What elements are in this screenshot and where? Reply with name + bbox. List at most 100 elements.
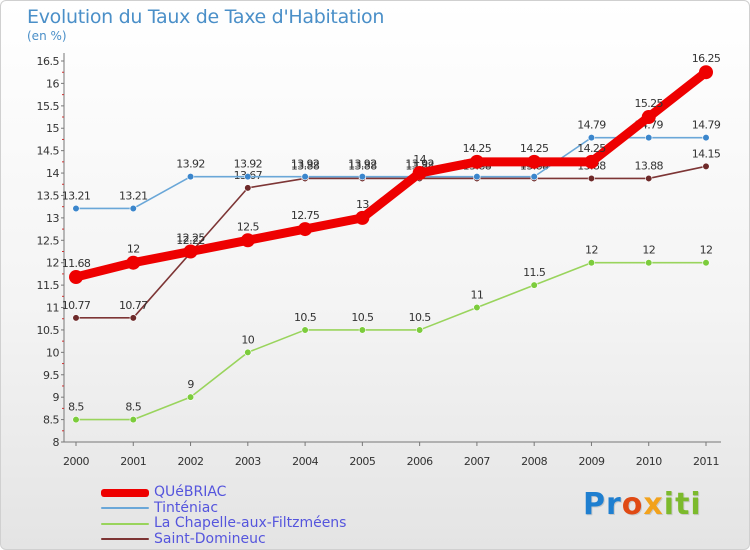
y-tick-label: 11 <box>46 302 59 315</box>
series-line-saint-domineuc <box>75 165 707 319</box>
logo-part-2: o <box>621 487 644 522</box>
series-line-tinteniac <box>75 136 707 210</box>
data-label-quebriac: 16.25 <box>692 52 721 65</box>
data-label-tinteniac: 13.21 <box>119 189 148 202</box>
series-line-la-chapelle-aux-filtzmeens <box>75 261 707 421</box>
legend-label-la-chapelle: La Chapelle-aux-Filtzméens <box>154 515 347 532</box>
x-tick-label: 2005 <box>349 455 375 468</box>
data-label-quebriac: 12.75 <box>291 209 320 222</box>
y-tick-label: 12 <box>46 257 59 270</box>
data-point-la-chapelle-aux-filtzmeens <box>645 259 653 267</box>
data-point-quebriac <box>298 222 313 237</box>
x-tick-label: 2000 <box>63 455 89 468</box>
data-label-la-chapelle-aux-filtzmeens: 12 <box>585 244 598 257</box>
data-point-tinteniac <box>530 173 538 181</box>
x-tick-label: 2002 <box>178 455 204 468</box>
data-label-saint-domineuc: 13.88 <box>348 159 377 172</box>
data-point-la-chapelle-aux-filtzmeens <box>129 415 137 424</box>
x-tick-label: 2007 <box>464 455 490 468</box>
data-point-la-chapelle-aux-filtzmeens <box>416 326 424 334</box>
y-tick-label: 10 <box>46 346 59 359</box>
data-point-tinteniac <box>587 134 596 142</box>
data-label-quebriac: 13 <box>356 198 369 211</box>
data-label-tinteniac: 13.92 <box>176 158 205 171</box>
data-label-saint-domineuc: 13.88 <box>634 159 663 172</box>
data-point-tinteniac <box>473 173 481 181</box>
data-label-tinteniac: 13.92 <box>291 158 320 171</box>
logo-part-4: iti <box>663 487 702 522</box>
x-tick-label: 2006 <box>407 455 433 468</box>
data-point-tinteniac <box>645 134 653 142</box>
data-point-la-chapelle-aux-filtzmeens <box>301 326 309 334</box>
proxiti-logo: Proxiti <box>583 487 702 522</box>
y-tick-label: 8 <box>53 436 60 449</box>
data-label-quebriac: 12 <box>127 243 140 256</box>
data-point-saint-domineuc <box>129 314 137 322</box>
data-point-la-chapelle-aux-filtzmeens <box>473 303 481 312</box>
y-tick-label: 11.5 <box>37 279 60 292</box>
data-point-tinteniac <box>72 204 80 213</box>
legend-label-quebriac: QUéBRIAC <box>154 484 227 501</box>
data-label-la-chapelle-aux-filtzmeens: 9 <box>187 378 194 391</box>
x-tick-label: 2003 <box>235 455 261 468</box>
data-label-quebriac: 11.68 <box>62 257 91 270</box>
legend-swatch-saint-domineuc <box>101 538 149 541</box>
data-point-la-chapelle-aux-filtzmeens <box>186 393 195 401</box>
y-tick-label: 15.5 <box>37 100 60 113</box>
data-label-saint-domineuc: 12.22 <box>176 234 205 247</box>
y-tick-label: 14.5 <box>37 145 60 158</box>
data-point-la-chapelle-aux-filtzmeens <box>244 348 252 356</box>
series-line-quebriac <box>71 67 711 282</box>
data-label-saint-domineuc: 10.77 <box>62 299 91 312</box>
data-point-tinteniac <box>358 173 366 181</box>
logo-part-3: x <box>643 487 664 522</box>
y-tick-label: 9.5 <box>43 369 59 382</box>
data-label-tinteniac: 13.92 <box>348 158 377 171</box>
data-point-quebriac <box>584 154 599 169</box>
data-label-la-chapelle-aux-filtzmeens: 12 <box>700 244 713 257</box>
data-point-tinteniac <box>702 134 710 142</box>
data-label-tinteniac: 13.21 <box>62 189 91 202</box>
data-label-quebriac: 15.25 <box>634 97 663 110</box>
y-tick-label: 15 <box>46 122 59 135</box>
data-point-saint-domineuc <box>244 184 252 192</box>
legend-item-la-chapelle: La Chapelle-aux-Filtzméens <box>101 516 346 532</box>
data-point-quebriac <box>355 210 370 225</box>
x-tick-label: 2010 <box>636 455 662 468</box>
logo-part-1: Pr <box>583 487 622 522</box>
legend-swatch-quebriac <box>101 488 149 497</box>
y-tick-label: 9 <box>53 391 60 404</box>
data-label-la-chapelle-aux-filtzmeens: 10 <box>241 333 254 346</box>
legend-label-tinteniac: Tinténiac <box>154 499 219 516</box>
y-tick-label: 14 <box>46 167 59 180</box>
legend-item-saint-domineuc: Saint-Domineuc <box>101 531 346 548</box>
data-point-quebriac <box>240 233 255 248</box>
data-label-saint-domineuc: 14.15 <box>692 147 721 160</box>
data-point-tinteniac <box>186 173 195 181</box>
data-point-quebriac <box>69 270 83 285</box>
y-tick-label: 10.5 <box>37 324 60 337</box>
data-point-quebriac <box>527 154 542 169</box>
y-tick-label: 13.5 <box>37 189 60 202</box>
chart-title: Evolution du Taux de Taxe d'Habitation <box>27 6 385 28</box>
data-label-la-chapelle-aux-filtzmeens: 8.5 <box>68 401 84 414</box>
y-tick-label: 13 <box>46 212 59 225</box>
x-tick-label: 2004 <box>292 455 318 468</box>
data-point-saint-domineuc <box>645 174 653 183</box>
data-point-la-chapelle-aux-filtzmeens <box>530 281 538 289</box>
y-tick-label: 16 <box>46 77 59 90</box>
data-point-tinteniac <box>244 173 252 181</box>
legend-item-quebriac: QUéBRIAC <box>101 485 346 501</box>
data-point-la-chapelle-aux-filtzmeens <box>587 259 596 267</box>
data-point-quebriac <box>699 65 713 80</box>
y-tick-label: 16.5 <box>37 55 60 68</box>
x-tick-label: 2011 <box>693 455 719 468</box>
data-point-saint-domineuc <box>702 162 710 170</box>
data-point-quebriac <box>469 154 484 169</box>
data-point-quebriac <box>412 166 427 181</box>
x-tick-label: 2009 <box>578 455 604 468</box>
data-point-saint-domineuc <box>72 314 80 322</box>
data-label-la-chapelle-aux-filtzmeens: 11 <box>471 289 484 302</box>
